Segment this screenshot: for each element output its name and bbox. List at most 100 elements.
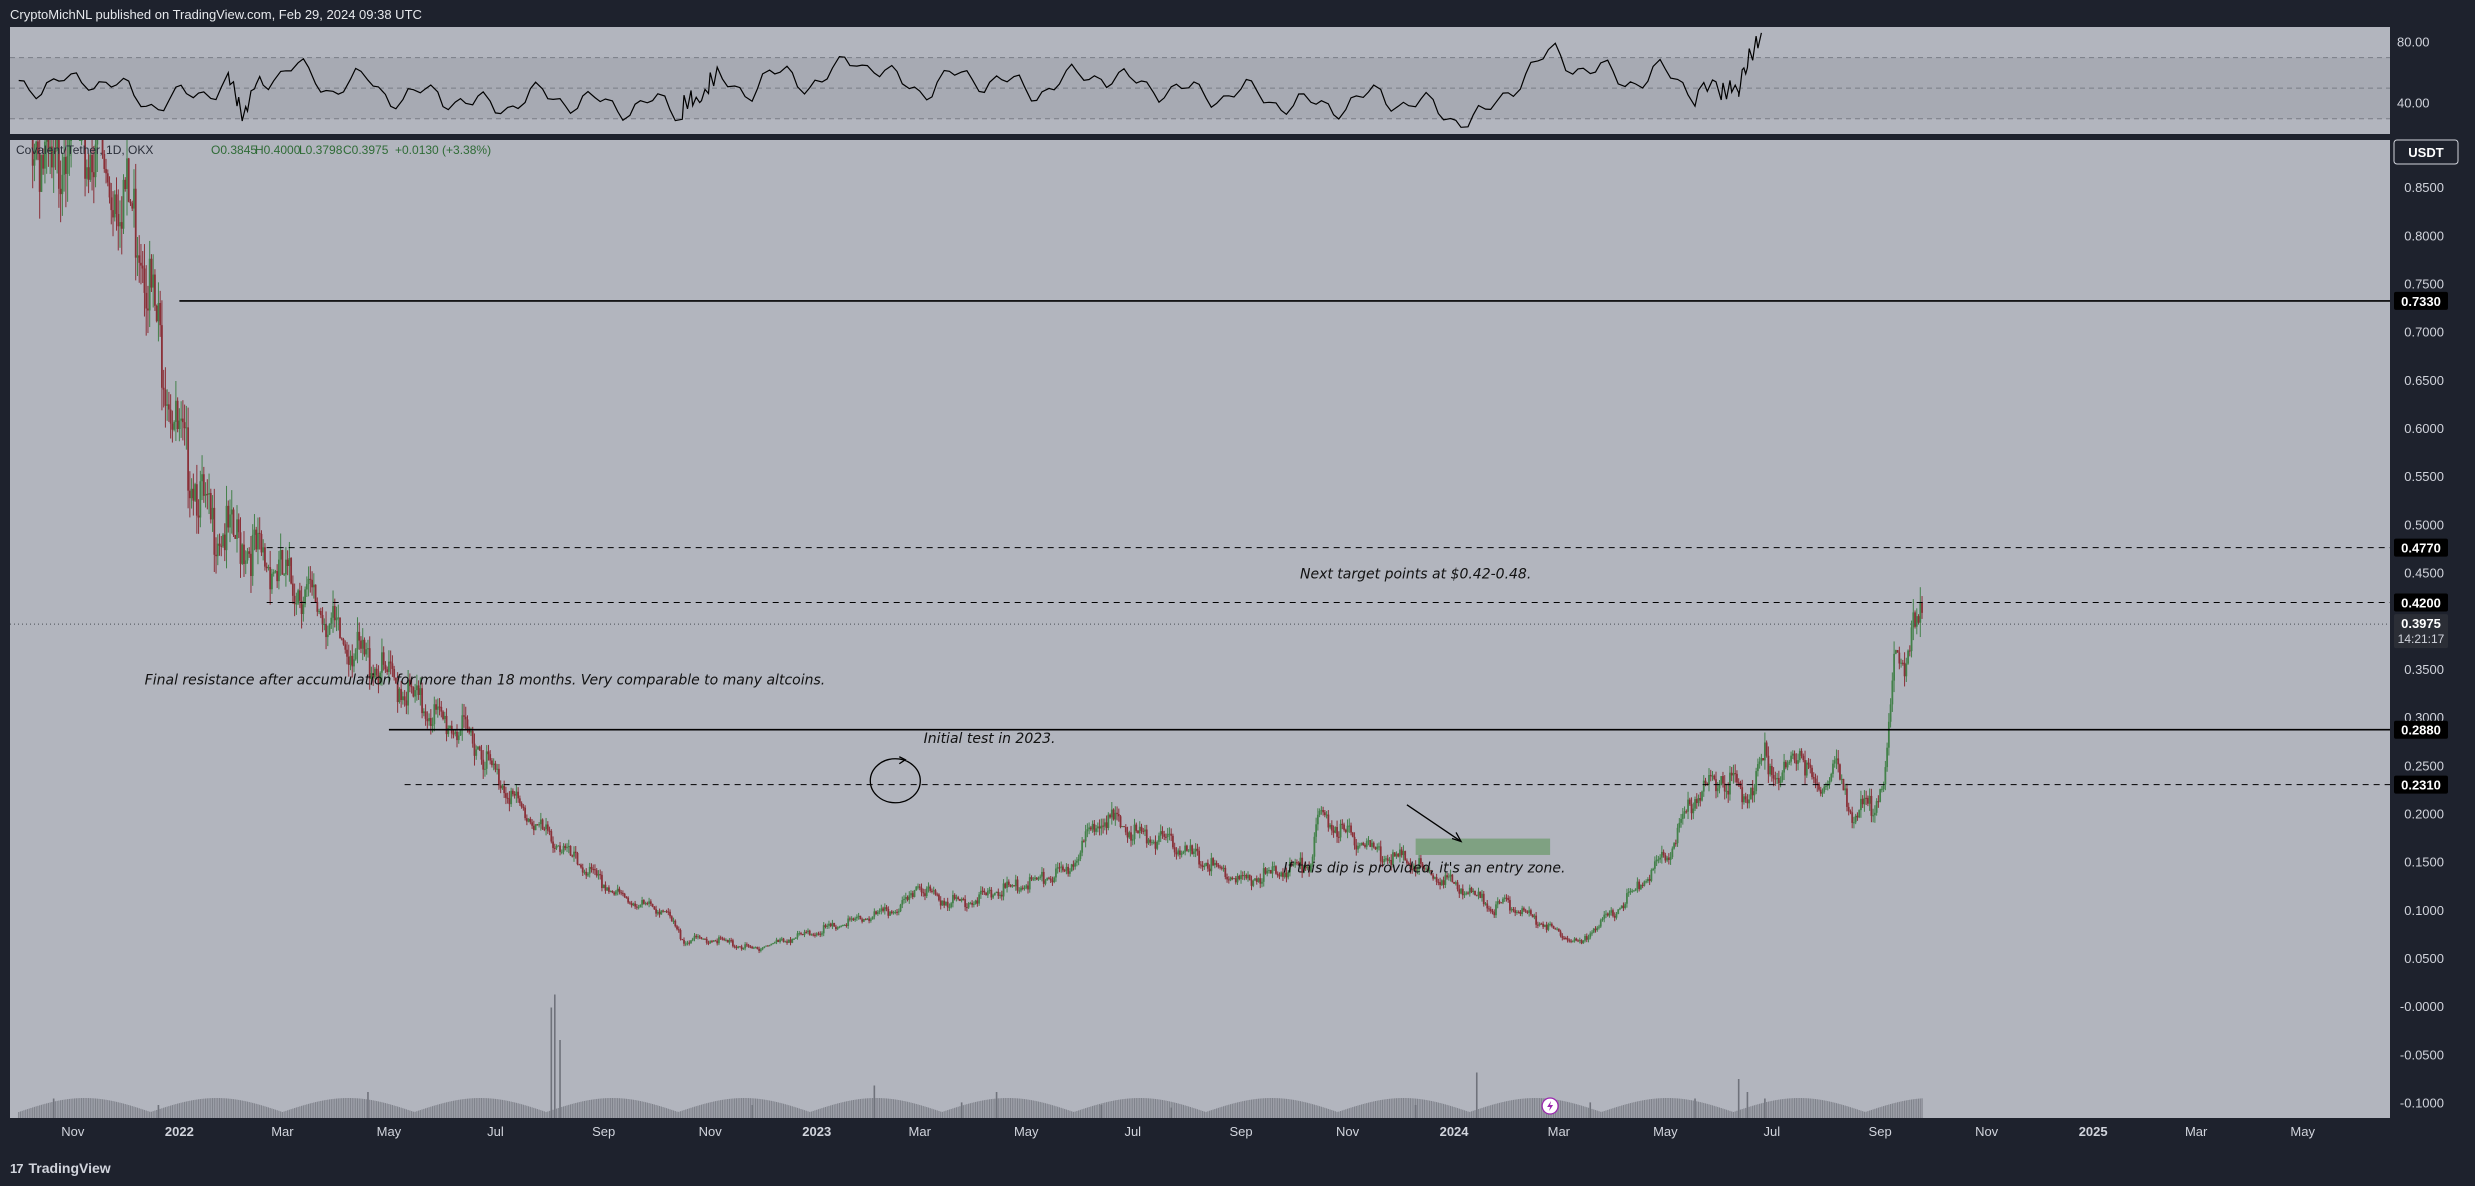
candle-body <box>601 874 603 889</box>
price-tick-label: -0.0500 <box>2400 1047 2444 1062</box>
candle-body <box>396 683 399 703</box>
candle-body <box>145 292 148 309</box>
volume-bar <box>1355 1105 1357 1118</box>
volume-bar <box>281 1111 283 1118</box>
volume-bar <box>1483 1107 1485 1118</box>
volume-bar <box>328 1099 331 1118</box>
volume-bar <box>433 1105 435 1118</box>
candle-body <box>1653 861 1656 869</box>
volume-bar <box>1133 1098 1136 1118</box>
volume-bar <box>1467 1111 1469 1118</box>
candle-body <box>847 918 850 926</box>
tradingview-logo-icon: 17 <box>10 1160 24 1176</box>
candle-body <box>585 871 588 876</box>
candle-body <box>1718 785 1721 789</box>
volume-bar <box>1505 1101 1508 1118</box>
candle-body <box>604 884 607 891</box>
candle-body <box>992 895 994 898</box>
candle-body <box>1463 893 1466 896</box>
candle-body <box>1081 840 1084 853</box>
entry-zone-arrow-head <box>1451 832 1463 843</box>
candle-body <box>1107 814 1110 828</box>
x-tick-label: May <box>1653 1124 1678 1139</box>
volume-bar <box>817 1109 820 1118</box>
candle-body <box>878 910 881 912</box>
volume-bar <box>597 1098 600 1118</box>
candle-body <box>1743 796 1745 803</box>
volume-bar <box>1224 1105 1226 1118</box>
candle-body <box>185 427 188 429</box>
candle-body <box>1011 885 1014 887</box>
candle-body <box>831 922 834 927</box>
volume-bar <box>218 1098 221 1118</box>
volume-bar <box>1050 1104 1052 1118</box>
volume-bar <box>1540 1098 1542 1118</box>
candle-body <box>1067 866 1070 874</box>
candle-body <box>133 188 135 209</box>
candle-body <box>510 790 513 805</box>
candle-body <box>513 794 516 796</box>
volume-bar <box>1830 1101 1832 1118</box>
candle-body <box>644 903 647 905</box>
candle-body <box>655 909 657 914</box>
candle-body <box>422 711 425 714</box>
volume-bar <box>706 1103 708 1118</box>
candle-body <box>602 884 605 889</box>
x-tick-label: Mar <box>909 1124 932 1139</box>
volume-bar <box>1071 1111 1073 1118</box>
candle-body <box>1316 814 1319 825</box>
candle-body <box>637 907 640 909</box>
candle-body <box>1177 850 1180 855</box>
volume-bar <box>110 1100 112 1118</box>
tradingview-logo[interactable]: 17 TradingView <box>10 1160 111 1176</box>
volume-bar <box>1909 1099 1911 1118</box>
volume-bar <box>894 1099 896 1118</box>
candle-body <box>1860 798 1862 811</box>
candle-body <box>180 418 183 421</box>
volume-bar <box>484 1098 486 1118</box>
candle-body <box>1428 870 1431 872</box>
candle-body <box>1336 826 1338 837</box>
candle-body <box>1447 876 1450 878</box>
volume-bar <box>1814 1099 1817 1118</box>
ohlc-value: H0.4000 <box>255 143 301 157</box>
volume-bar <box>812 1110 814 1118</box>
candle-body <box>910 893 912 896</box>
volume-spike-bar <box>960 1102 963 1118</box>
candle-body <box>1849 811 1852 813</box>
candle-body <box>789 939 792 943</box>
candle-body <box>506 797 509 799</box>
candle-body <box>206 493 209 495</box>
candle-body <box>1344 829 1347 833</box>
volume-bar <box>231 1098 233 1118</box>
candle-body <box>211 507 214 520</box>
volume-bar <box>1025 1099 1027 1118</box>
volume-bar <box>1708 1104 1710 1118</box>
volume-bar <box>823 1107 825 1118</box>
candle-body <box>608 887 610 892</box>
candle-body <box>1908 650 1911 652</box>
volume-bar <box>576 1102 579 1118</box>
volume-bar <box>1902 1101 1904 1118</box>
volume-bar <box>1118 1099 1120 1118</box>
candle-body <box>197 515 200 518</box>
candle-body <box>838 926 841 928</box>
candle-body <box>120 222 123 229</box>
candle-body <box>1257 878 1260 882</box>
volume-bar <box>1575 1104 1577 1118</box>
candle-body <box>188 490 191 499</box>
candle-body <box>777 939 780 943</box>
candle-body <box>1116 812 1118 815</box>
candle-body <box>127 158 130 202</box>
candle-body <box>917 886 919 888</box>
candle-body <box>85 167 88 179</box>
candle-body <box>1797 760 1799 764</box>
volume-bar <box>1352 1107 1354 1118</box>
volume-bar <box>229 1098 231 1118</box>
candle-body <box>1060 866 1063 868</box>
volume-bar <box>194 1099 196 1118</box>
candle-body <box>702 938 705 940</box>
candle-body <box>1364 844 1366 847</box>
candle-body <box>363 639 366 655</box>
